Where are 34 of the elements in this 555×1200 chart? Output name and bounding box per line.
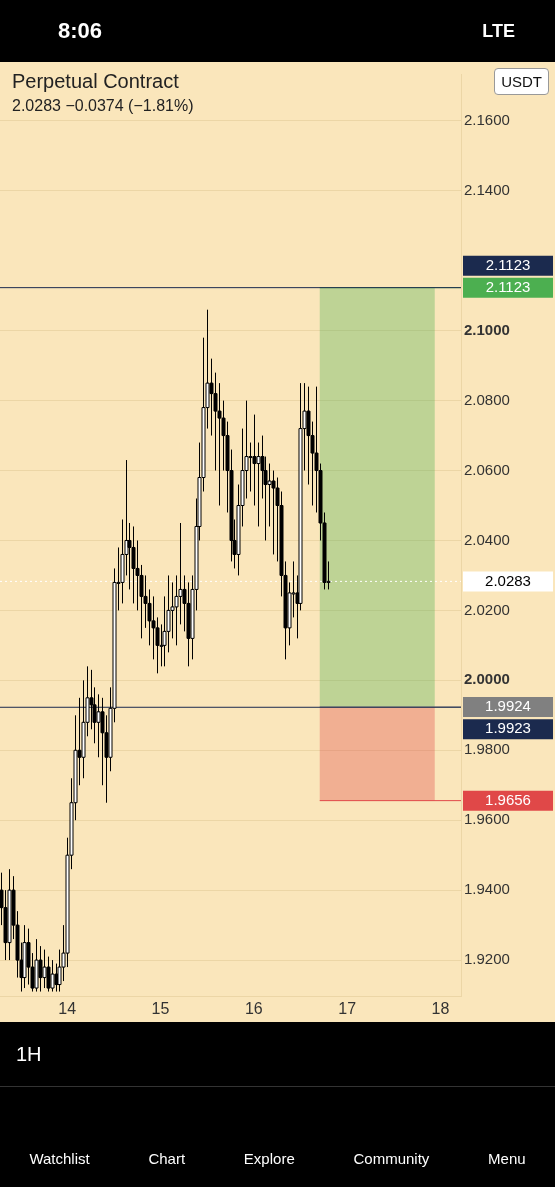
- y-tick-label: 2.0800: [464, 390, 510, 408]
- x-tick-label: 15: [151, 999, 170, 1017]
- text: LTE: [482, 20, 515, 42]
- x-tick-label: 17: [338, 999, 357, 1017]
- x-tick-label: 16: [244, 999, 263, 1017]
- text: 1H: [16, 1042, 42, 1066]
- text: Menu: [488, 1150, 526, 1167]
- ref-line-label: 2.0283: [485, 571, 531, 589]
- text: Chart: [148, 1150, 186, 1167]
- y-tick-label: 2.1000: [464, 320, 510, 338]
- y-tick-label: 1.9400: [464, 880, 510, 898]
- y-tick-label: 2.0000: [464, 670, 510, 688]
- y-tick-label: 2.0600: [464, 460, 510, 478]
- ref-line-label: 1.9923: [485, 719, 531, 737]
- text: Community: [353, 1150, 430, 1167]
- y-tick-label: 2.0400: [464, 530, 510, 548]
- y-tick-label: 2.1400: [464, 180, 510, 198]
- x-tick-label: 14: [58, 999, 77, 1017]
- y-tick-label: 2.0200: [464, 600, 510, 618]
- y-tick-label: 1.9800: [464, 740, 510, 758]
- text: 8:06: [58, 18, 103, 44]
- ref-line-label: 1.9924: [485, 697, 531, 715]
- y-tick-label: 2.1600: [464, 111, 510, 128]
- ref-line-label: 2.1123: [485, 255, 531, 273]
- ref-line-label: 2.1123: [485, 277, 531, 295]
- text: Explore: [243, 1150, 295, 1167]
- x-tick-label: 18: [431, 999, 450, 1017]
- text: 2.0283 −0.0374 (−1.81%): [12, 97, 194, 115]
- y-tick-label: 1.9600: [464, 810, 510, 828]
- ref-line-label: 1.9656: [485, 790, 531, 808]
- chart-title: Perpetual Contract: [12, 70, 180, 93]
- text: Watchlist: [29, 1150, 90, 1167]
- text: USDT: [494, 68, 549, 95]
- y-tick-label: 1.9200: [464, 950, 510, 968]
